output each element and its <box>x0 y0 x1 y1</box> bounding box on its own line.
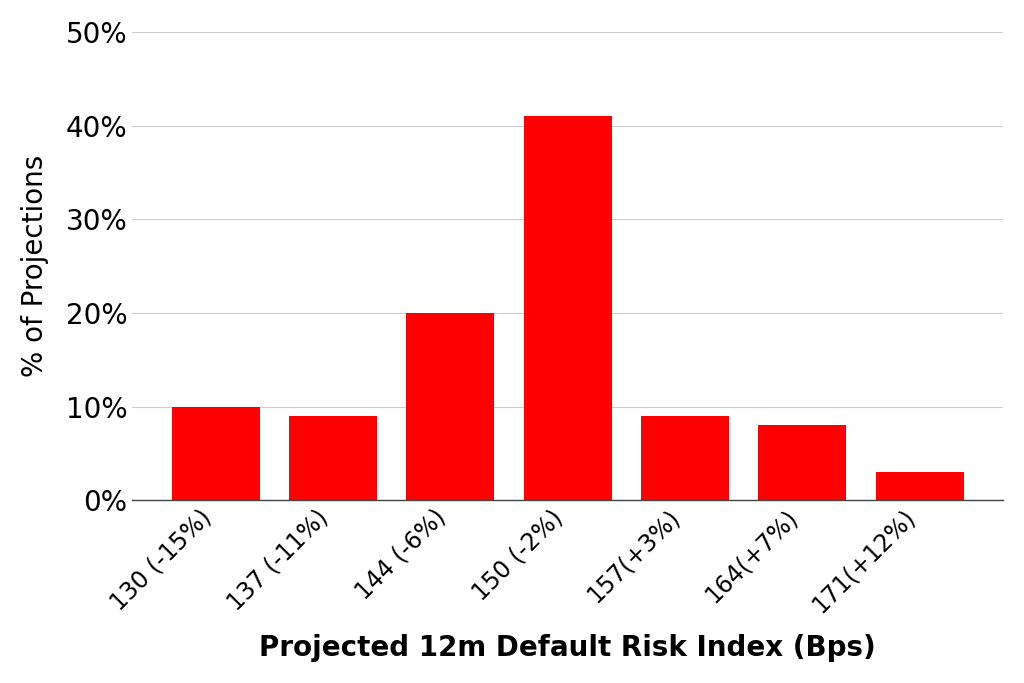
Bar <box>289 416 377 500</box>
Y-axis label: % of Projections: % of Projections <box>20 155 49 377</box>
Bar <box>876 472 964 500</box>
Bar <box>759 426 846 500</box>
Bar <box>523 116 611 500</box>
Bar <box>641 416 729 500</box>
Bar <box>407 313 495 500</box>
Bar <box>172 406 260 500</box>
X-axis label: Projected 12m Default Risk Index (Bps): Projected 12m Default Risk Index (Bps) <box>259 635 876 662</box>
